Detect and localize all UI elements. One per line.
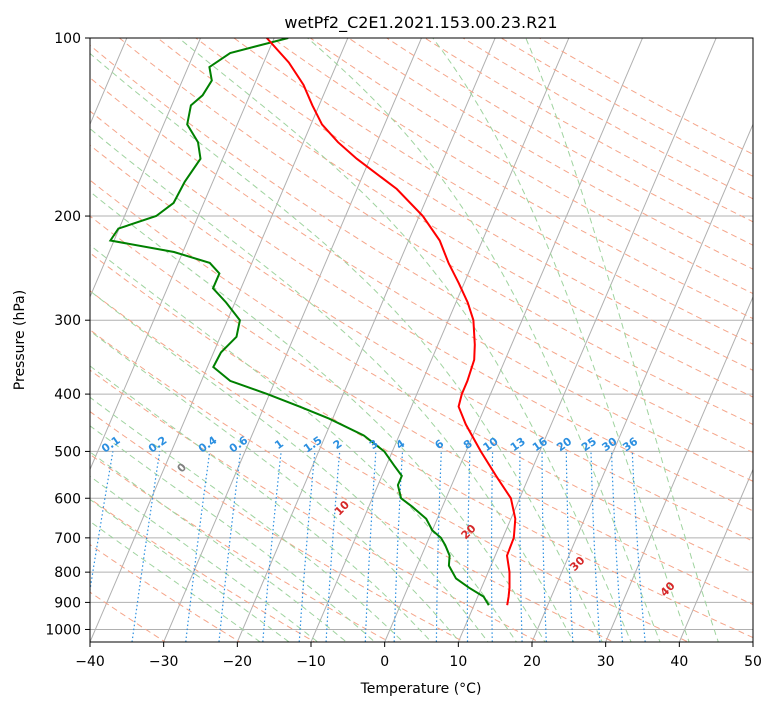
moist-adiabat-line (432, 38, 690, 642)
isotherm-line (90, 38, 349, 642)
mixing-ratio-line (325, 451, 341, 642)
isotherm-line (605, 295, 753, 642)
y-axis-label: Pressure (hPa) (12, 290, 28, 390)
moist-adiabat-line (306, 38, 661, 642)
dry-adiabat-line (90, 110, 753, 512)
isotherm-line (90, 38, 275, 471)
dry-adiabat-line (90, 290, 690, 642)
y-axis: 100 200 300 400 500 600 700 800 900 1000 (45, 31, 90, 638)
isotherm-line (384, 38, 644, 642)
isotherm-line (163, 38, 423, 642)
background-lines (90, 38, 753, 642)
y-tick-label: 500 (54, 444, 81, 460)
x-tick-label: 10 (449, 654, 467, 670)
moist-adiabat-line (90, 498, 290, 642)
x-tick-label: 40 (670, 654, 688, 670)
isotherm-line (678, 468, 753, 642)
dry-adiabat-line (90, 252, 753, 639)
y-tick-label: 1000 (45, 622, 81, 638)
x-axis: −40 −30 −20 −10 0 10 20 30 40 50 (75, 642, 762, 670)
moist-adiabat-line (90, 191, 546, 642)
y-tick-label: 900 (54, 595, 81, 611)
moist-adiabat-line (90, 365, 433, 642)
moist-adiabat-line (525, 38, 719, 642)
mixing-ratio-line (466, 451, 471, 642)
dry-adiabat-line (90, 544, 241, 642)
mixing-ratio-line (393, 451, 404, 642)
x-tick-label: −40 (75, 654, 105, 670)
isotherm-line (310, 38, 570, 642)
y-tick-label: 100 (54, 31, 81, 47)
dry-adiabat-line (90, 215, 753, 606)
isotherm-line (90, 38, 202, 299)
x-tick-label: 20 (523, 654, 541, 670)
moist-adiabat-line (90, 52, 603, 642)
moist-adiabat-line (90, 451, 348, 642)
y-tick-label: 400 (54, 387, 81, 403)
moist-adiabat-line (90, 425, 376, 642)
dewpoint-line (108, 38, 490, 606)
x-tick-label: 0 (380, 654, 389, 670)
mixing-ratio-line (364, 451, 377, 642)
mixing-ratio-line (490, 451, 494, 642)
moist-adiabat-line (90, 290, 489, 642)
dry-adiabat-line (90, 144, 753, 542)
moist-adiabat-line (90, 128, 575, 642)
mixing-ratio-line (218, 451, 242, 642)
moist-adiabat-line (90, 520, 262, 642)
x-axis-label: Temperature (°C) (360, 681, 482, 697)
x-tick-label: −30 (149, 654, 179, 670)
y-tick-label: 200 (54, 209, 81, 225)
x-tick-label: 50 (744, 654, 762, 670)
x-tick-label: −10 (296, 654, 326, 670)
y-tick-label: 800 (54, 565, 81, 581)
moist-adiabat-line (90, 396, 404, 642)
dry-adiabat-line (90, 329, 615, 642)
series-lines (108, 38, 517, 606)
isotherm-line (236, 38, 496, 642)
mixing-ratio-line (590, 451, 601, 642)
dry-adiabat-line (90, 498, 316, 642)
plot-area: -100-90-80-70-60-50-40-30-20-10010203040… (90, 38, 753, 642)
isotherm-line (457, 38, 717, 642)
dry-adiabat-line (233, 38, 753, 345)
temperature-line (266, 38, 517, 606)
dry-adiabat-line (90, 410, 466, 642)
y-tick-label: 600 (54, 491, 81, 507)
x-tick-label: −20 (223, 654, 253, 670)
chart-title: wetPf2_C2E1.2021.153.00.23.R21 (284, 13, 557, 33)
dry-adiabat-line (156, 38, 753, 398)
dry-adiabat-line (309, 38, 753, 295)
mixing-ratio-line (262, 451, 282, 642)
mixing-ratio-line (298, 451, 316, 642)
plot-frame (89, 37, 754, 643)
y-tick-label: 300 (54, 313, 81, 329)
moist-adiabat-line (90, 475, 319, 642)
mixing-ratio-line (541, 451, 547, 642)
x-tick-label: 30 (597, 654, 615, 670)
isotherm-line (531, 123, 753, 642)
moist-adiabat-line (90, 244, 518, 642)
dry-adiabat-line (90, 453, 391, 642)
y-tick-label: 700 (54, 531, 81, 547)
mixing-ratio-line (631, 451, 646, 642)
mixing-ratio-line (185, 451, 211, 642)
dry-adiabat-line (90, 369, 540, 642)
dry-adiabat-line (118, 38, 753, 425)
mixing-ratio-line (435, 451, 442, 642)
mixing-ratio-line (565, 451, 574, 642)
mixing-ratio-line (519, 451, 523, 642)
mixing-ratio-line (610, 451, 624, 642)
mixing-ratio-line (131, 451, 161, 642)
